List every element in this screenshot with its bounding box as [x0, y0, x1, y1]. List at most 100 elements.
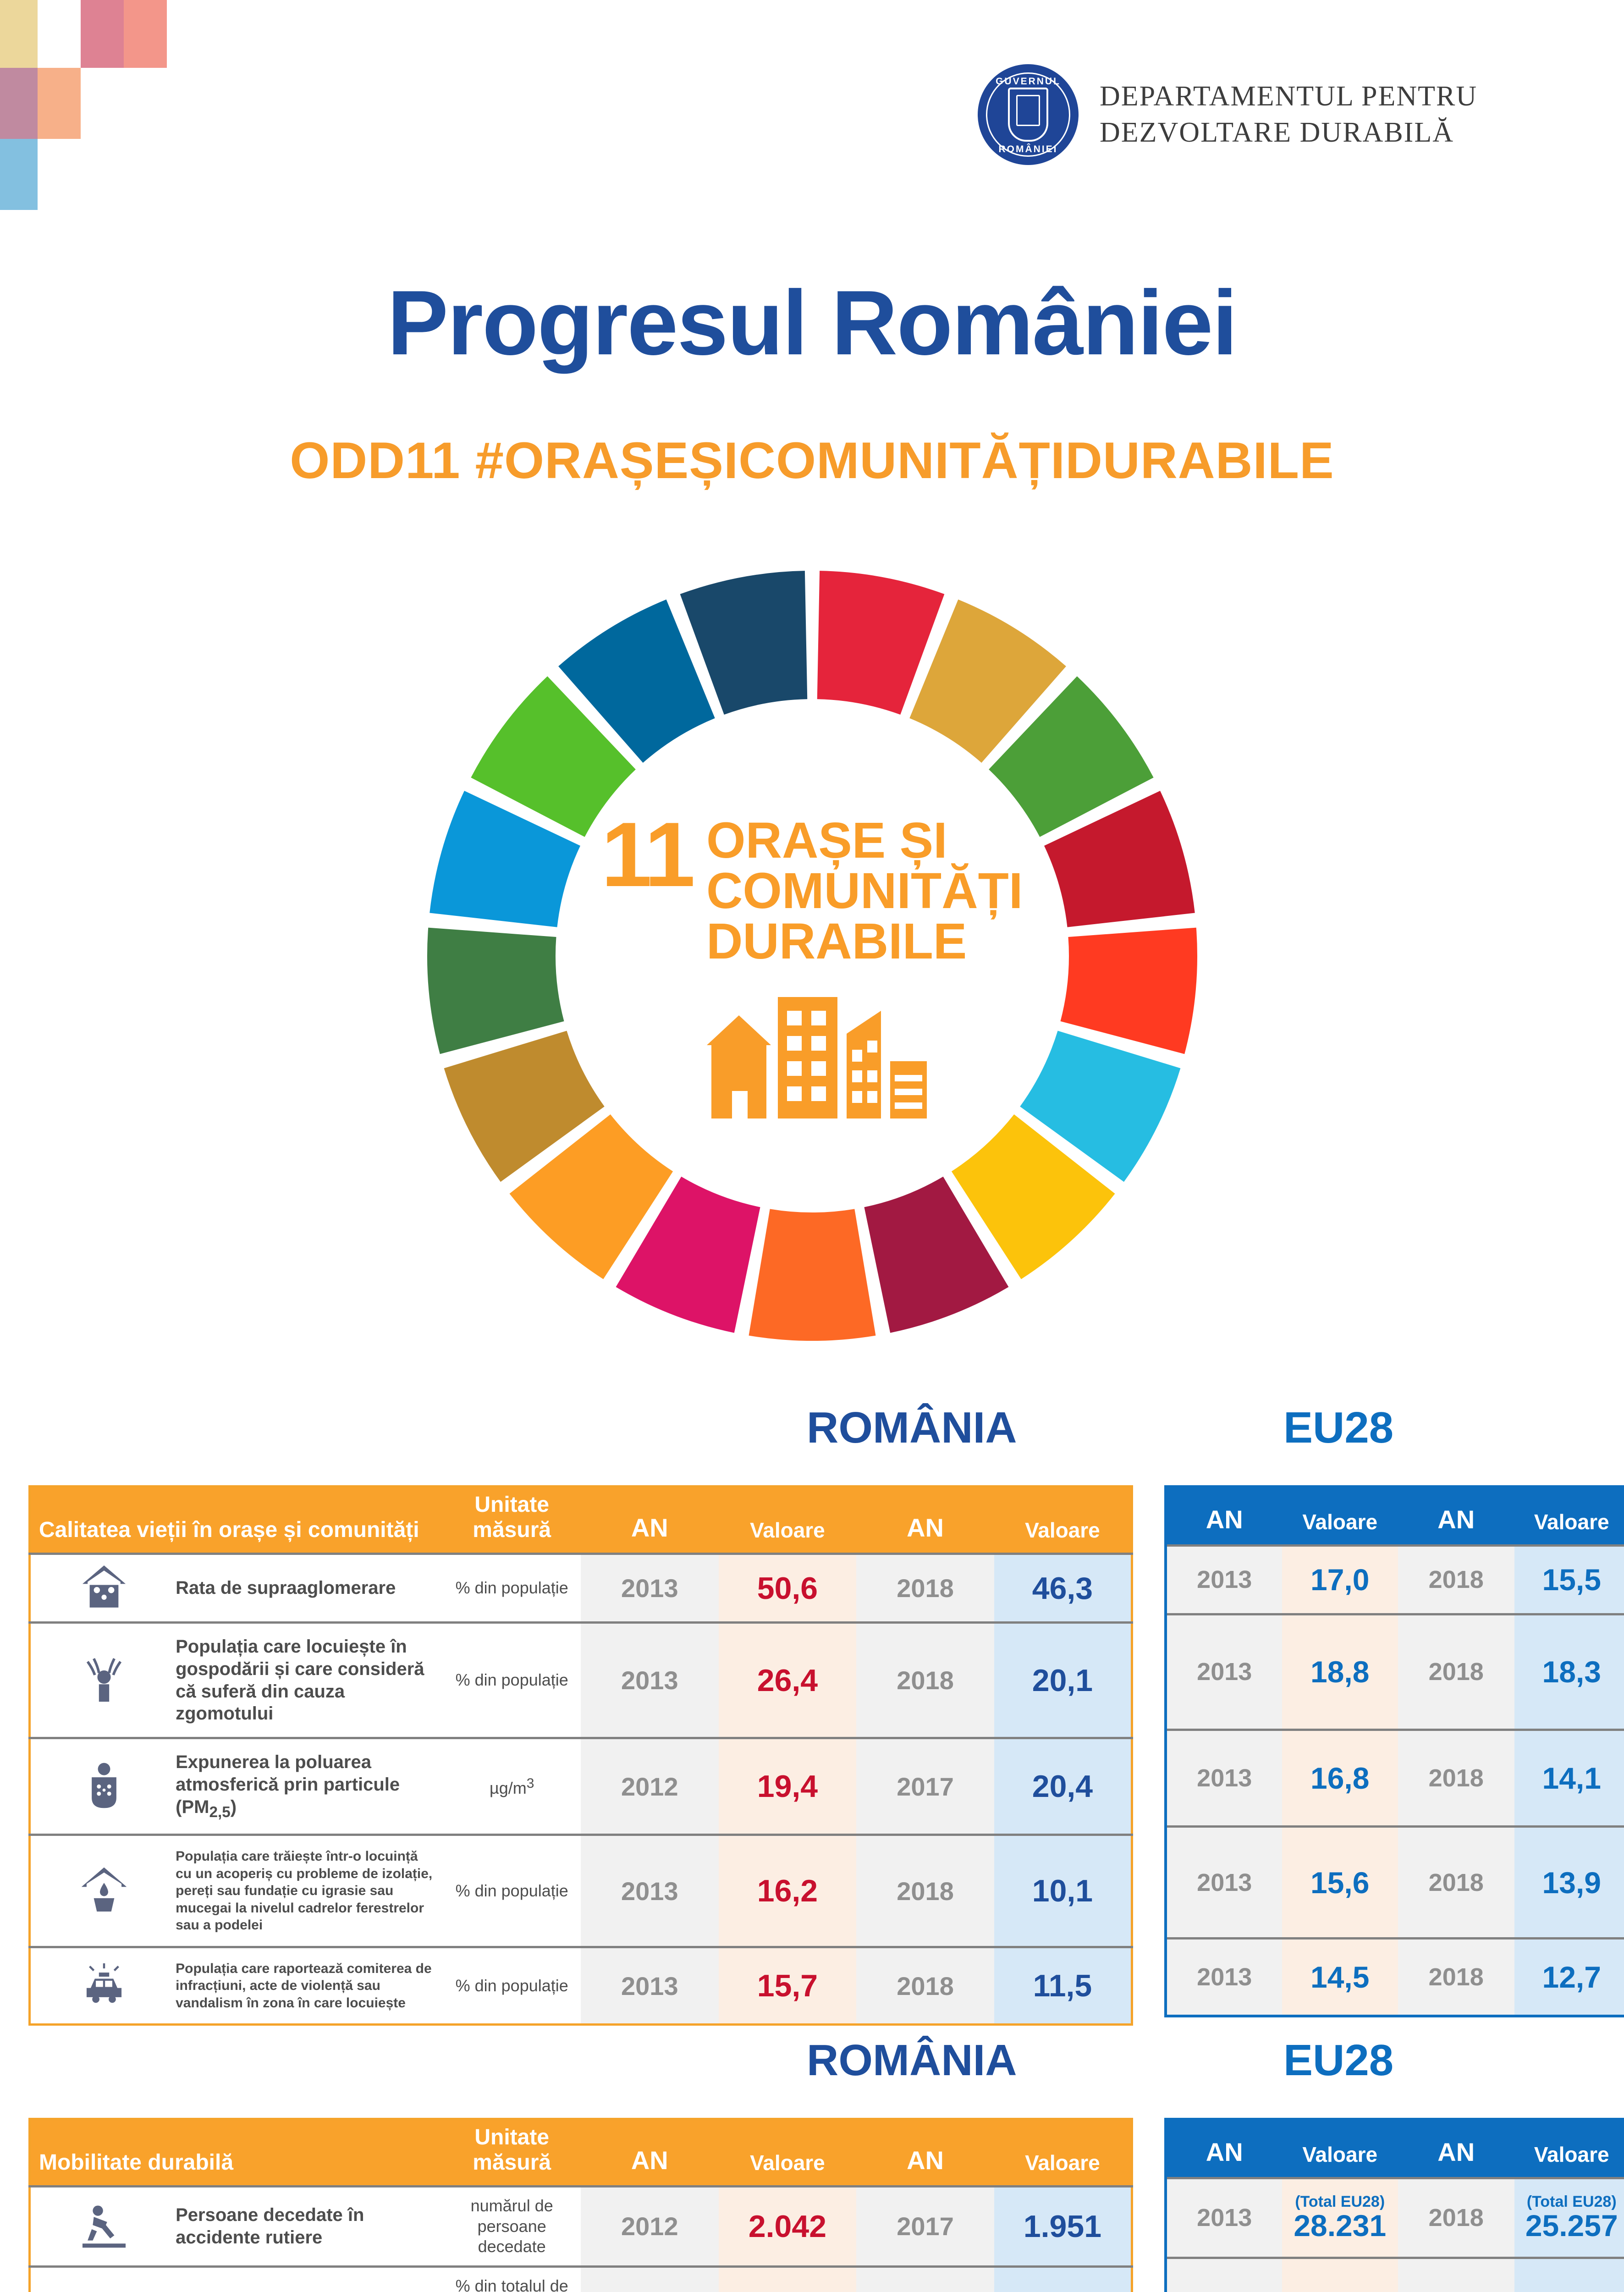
- ro-year-2: 2018: [856, 1834, 994, 1947]
- indicator-name: Persoane decedate în accidente rutiere: [167, 2185, 443, 2267]
- eu-year-1: 2013: [1166, 1613, 1282, 1730]
- col-unit: Unitate măsură: [443, 1486, 581, 1554]
- table-row: 2013 16,8 2018 14,1: [1166, 1728, 1624, 1827]
- indicator-unit: % din totalul de pasageri–km pentru tran…: [443, 2265, 581, 2292]
- ro-year-1: 2012: [581, 1737, 719, 1835]
- city-buildings-icon: [706, 997, 927, 1118]
- table-row: Ponderea autobuzelor și a trenurilor în …: [29, 2265, 1132, 2292]
- table-row: 2013 15,6 2018 13,9: [1166, 1825, 1624, 1939]
- indicator-name: Populația care raportează comiterea de i…: [167, 1945, 443, 2025]
- ro-year-2: 2017: [856, 1737, 994, 1835]
- row-icon-cell: [29, 1945, 168, 2025]
- indicator-name: Ponderea autobuzelor și a trenurilor în …: [167, 2265, 443, 2292]
- page-subtitle: ODD11 #ORAȘEȘICOMUNITĂȚIDURABILE: [290, 432, 1334, 489]
- ro-year-1: 2013: [581, 1621, 719, 1738]
- ro-value-2: 19.7: [994, 2265, 1132, 2292]
- eu-year-1: 2013: [1166, 1937, 1282, 2017]
- ro-year-2: 2018: [856, 1553, 994, 1623]
- col-valoare-2: Valoare: [1514, 1487, 1624, 1545]
- ro-year-2: 2018: [856, 1945, 994, 2025]
- lungs-person-icon: [92, 1763, 116, 1808]
- eu-value-1: 14,5: [1282, 1937, 1398, 2017]
- ro-value-2: 11,5: [994, 1945, 1132, 2025]
- ro-value-2: 46,3: [994, 1553, 1132, 1623]
- section-title-1: Calitatea vieții în orașe și comunități: [29, 1486, 443, 1554]
- table-row: Populația care locuiește în gospodării ș…: [29, 1621, 1132, 1738]
- goal-title-line-1: ORAȘE ȘI: [706, 812, 947, 869]
- ro-year-1: 2012: [581, 2265, 719, 2292]
- ro-year-1: 2013: [581, 1945, 719, 2025]
- ro-value-1: 21,8: [718, 2265, 857, 2292]
- table-row: Rata de supraaglomerare% din populație 20…: [29, 1553, 1132, 1623]
- romania-table-1: Calitatea vieții în orașe și comunități …: [28, 1485, 1133, 2026]
- indicator-unit: % din populație: [443, 1834, 581, 1947]
- row-icon-cell: [29, 1834, 168, 1947]
- col-valoare-2: Valoare: [994, 1486, 1132, 1554]
- department-name: DEPARTAMENTUL PENTRU DEZVOLTARE DURABILĂ: [1100, 78, 1477, 151]
- col-valoare-2: Valoare: [1514, 2119, 1624, 2178]
- department-line-1: DEPARTAMENTUL PENTRU: [1100, 80, 1478, 112]
- eu-year-1: 2013: [1166, 1544, 1282, 1614]
- eu-year-2: 2018: [1398, 1825, 1514, 1939]
- ro-value-1: 15,7: [718, 1945, 857, 2025]
- eu-value-1: 17,0: [1282, 1544, 1398, 1614]
- indicator-name: Populația care locuiește în gospodării ș…: [167, 1621, 443, 1738]
- sdg-goal-11-card: 11 ORAȘE ȘI COMUNITĂȚI DURABILE: [573, 717, 1051, 1194]
- ro-value-2: 10,1: [994, 1834, 1132, 1947]
- eu28-table-1: AN Valoare AN Valoare 2013 17,0 2018 15,5 20…: [1164, 1485, 1624, 2018]
- eu-value-1: 17,2: [1282, 2257, 1398, 2292]
- table-row: 2013 14,5 2018 12,7: [1166, 1937, 1624, 2017]
- ro-value-1: 19,4: [718, 1737, 857, 1835]
- col-valoare-1: Valoare: [1282, 1487, 1398, 1545]
- col-an-1: AN: [581, 1486, 719, 1554]
- romania-table-2: Mobilitate durabilă Unitate măsură AN Va…: [28, 2118, 1133, 2292]
- row-icon-cell: [29, 2185, 168, 2267]
- col-an-2: AN: [1398, 1487, 1514, 1545]
- eu28-label-1: EU28: [1283, 1403, 1394, 1452]
- indicator-unit: % din populație: [443, 1945, 581, 2025]
- eu28-table-2: AN Valoare AN Valoare 2013 (Total EU28) 28…: [1164, 2118, 1624, 2292]
- eu-year-1: 2013: [1166, 1825, 1282, 1939]
- table-row: 2013 17,0 2018 15,5: [1166, 1544, 1624, 1614]
- col-valoare-2: Valoare: [994, 2119, 1132, 2187]
- ro-value-1: 26,4: [718, 1621, 857, 1738]
- eu-value-2: 16,7: [1514, 2257, 1624, 2292]
- leaking-house-icon: [81, 1867, 127, 1912]
- indicator-name: Expunerea la poluarea atmosferică prin p…: [167, 1737, 443, 1835]
- eu-year-2: 2018: [1398, 2176, 1514, 2258]
- sdg-wheel-ring-icon: [427, 571, 1197, 1341]
- eu-year-1: 2013: [1166, 2257, 1282, 2292]
- eu-value-1: 15,6: [1282, 1825, 1398, 1939]
- eu-value-1: 16,8: [1282, 1728, 1398, 1827]
- table-header-row: AN Valoare AN Valoare: [1166, 2119, 1624, 2178]
- col-an-2: AN: [1398, 2119, 1514, 2178]
- goal-number: 11: [601, 804, 695, 906]
- eu-value-2: (Total EU28) 25.257: [1514, 2176, 1624, 2258]
- eu-value-2: 13,9: [1514, 1825, 1624, 1939]
- table-header-row: AN Valoare AN Valoare: [1166, 1487, 1624, 1545]
- indicator-unit: µg/m3: [443, 1737, 581, 1835]
- ro-year-1: 2013: [581, 1834, 719, 1947]
- col-valoare-1: Valoare: [718, 1486, 857, 1554]
- ro-value-2: 20,4: [994, 1737, 1132, 1835]
- ro-year-2: 2017: [856, 2265, 994, 2292]
- ro-value-2: 20,1: [994, 1621, 1132, 1738]
- goal-title-line-3: DURABILE: [706, 913, 967, 970]
- eu-year-2: 2018: [1398, 1544, 1514, 1614]
- eu-value-1: (Total EU28) 28.231: [1282, 2176, 1398, 2258]
- page-title: Progresul României: [387, 272, 1238, 374]
- ro-value-2: 1.951: [994, 2185, 1132, 2267]
- eu-value-1: 18,8: [1282, 1613, 1398, 1730]
- ro-value-1: 16,2: [718, 1834, 857, 1947]
- table-row: Persoane decedate în accidente rutiere nu…: [29, 2185, 1132, 2267]
- col-an-1: AN: [581, 2119, 719, 2187]
- eu-value-2: 12,7: [1514, 1937, 1624, 2017]
- table-row: 2013 (Total EU28) 28.231 2018 (Total EU28) 25…: [1166, 2176, 1624, 2258]
- table-row: 2013 18,8 2018 18,3: [1166, 1613, 1624, 1730]
- ro-year-1: 2013: [581, 1553, 719, 1623]
- ro-value-1: 2.042: [718, 2185, 857, 2267]
- indicator-unit: % din populație: [443, 1621, 581, 1738]
- indicator-name: Rata de supraaglomerare: [167, 1553, 443, 1623]
- ro-year-1: 2012: [581, 2185, 719, 2267]
